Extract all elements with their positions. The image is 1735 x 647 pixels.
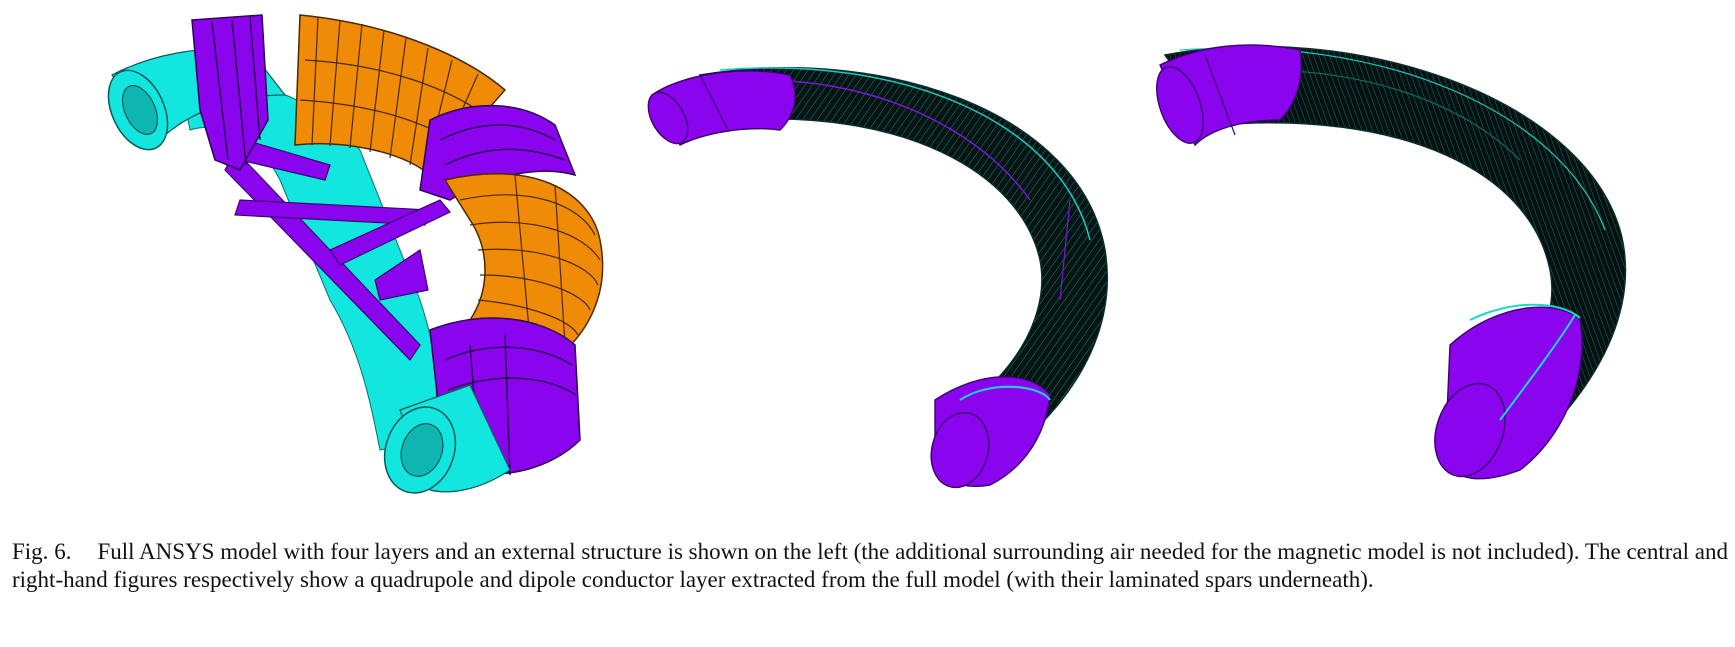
caption-text: Full ANSYS model with four layers and an… [12,539,1728,592]
dipole-bottom-end [1434,303,1583,480]
quadrupole-top-end [647,70,796,146]
dipole-top-end [1156,44,1302,147]
quadrupole-bottom-end [930,376,1051,489]
bottom-end-pipe [383,384,511,494]
orange-coil-lower [443,173,604,356]
full-ansys-model-panel [107,14,604,494]
figure-label: Fig. 6. [12,539,72,564]
top-collar [191,14,269,171]
dipole-layer-panel [1156,44,1627,480]
figure-caption: Fig. 6. Full ANSYS model with four layers… [12,538,1728,594]
external-structure [224,139,451,361]
figure-illustration [107,14,1627,494]
quadrupole-layer-panel [647,67,1109,489]
